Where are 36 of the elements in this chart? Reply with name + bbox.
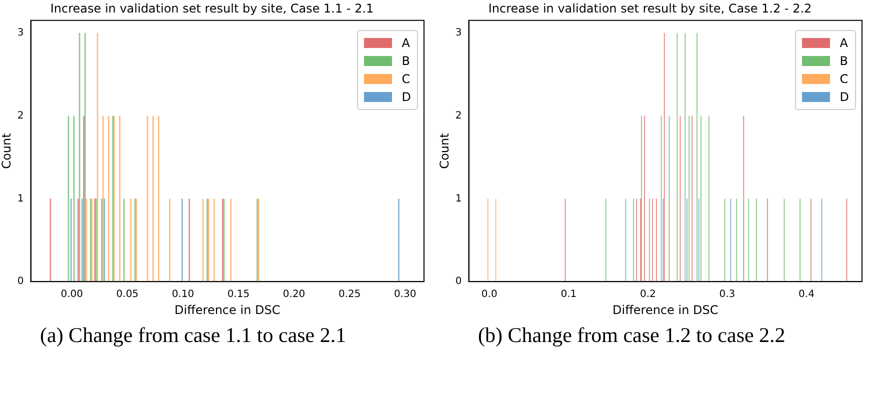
y-tick-label: 3 <box>17 27 24 38</box>
legend-label: B <box>840 53 848 70</box>
y-tick-label: 1 <box>455 193 462 204</box>
x-axis-title: Difference in DSC <box>612 302 718 317</box>
legend-label: D <box>402 89 411 106</box>
x-tick-label: 0.1 <box>560 289 577 300</box>
chart-title: Increase in validation set result by site, Case 1.2 - 2.2 <box>488 1 812 16</box>
x-tick-label: 0.15 <box>227 289 250 300</box>
legend-label: A <box>402 35 410 52</box>
y-tick-label: 0 <box>455 276 462 288</box>
legend-label: D <box>840 89 849 106</box>
legend-label: C <box>840 71 848 88</box>
x-tick-label: 0.25 <box>338 289 361 300</box>
x-tick-label: 0.00 <box>60 289 83 300</box>
y-tick-label: 2 <box>455 110 462 122</box>
y-axis-title: Count <box>0 132 14 169</box>
x-tick-label: 0.4 <box>798 289 814 300</box>
legend-label: A <box>840 35 848 52</box>
legend-label: B <box>402 53 410 70</box>
x-tick-label: 0.3 <box>719 289 736 300</box>
text: (b) Change from case 1.2 to case 2.2 <box>478 322 786 348</box>
text: (a) Change from case 1.1 to case 2.1 <box>40 322 348 348</box>
x-axis-title: Difference in DSC <box>174 302 280 317</box>
x-tick-label: 0.0 <box>481 289 498 300</box>
y-tick-label: 1 <box>17 193 24 204</box>
legend-label: C <box>402 71 410 88</box>
y-axis-title: Count <box>437 132 452 169</box>
y-tick-label: 3 <box>455 27 462 38</box>
x-tick-label: 0.2 <box>640 289 656 300</box>
x-tick-label: 0.05 <box>116 289 139 300</box>
x-tick-label: 0.10 <box>172 289 194 300</box>
y-tick-label: 0 <box>17 276 24 288</box>
x-tick-label: 0.30 <box>394 289 416 300</box>
x-tick-label: 0.20 <box>282 289 306 300</box>
y-tick-label: 2 <box>17 110 24 122</box>
chart-title: Increase in validation set result by site, Case 1.1 - 2.1 <box>50 1 374 16</box>
